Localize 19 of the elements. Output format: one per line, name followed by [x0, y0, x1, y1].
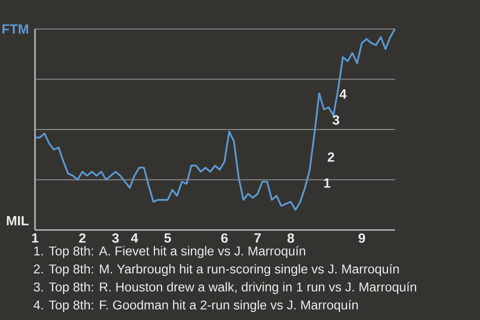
- text: 2. Top 8th: M. Yarbrough hit a run-scoring single vs J. Marroquín: [34, 264, 399, 276]
- x-tick-label: 9: [358, 233, 366, 243]
- text: 4. Top 8th: F. Goodman hit a 2-run single vs J. Marroquín: [34, 300, 358, 312]
- x-tick-label: 4: [130, 233, 138, 243]
- x-tick-label: 3: [112, 233, 119, 243]
- x-tick-label: 5: [164, 233, 171, 243]
- x-tick-label: 2: [79, 233, 86, 243]
- annotation: 4: [340, 89, 347, 99]
- annotation: 1: [324, 178, 330, 188]
- text: FTM: [2, 24, 28, 34]
- annotation: 3: [332, 115, 340, 125]
- text: 3. Top 8th: R. Houston drew a walk, driving in 1 run vs J. Marroquín: [34, 282, 416, 294]
- x-tick-label: 8: [287, 233, 294, 243]
- x-tick-label: 1: [32, 233, 38, 243]
- x-tick-label: 6: [221, 233, 228, 243]
- text: 1. Top 8th: A. Fievet hit a single vs J. Marroquín: [34, 246, 306, 258]
- annotation: 2: [328, 152, 334, 162]
- x-tick-label: 7: [254, 233, 261, 243]
- text: MIL: [6, 216, 29, 226]
